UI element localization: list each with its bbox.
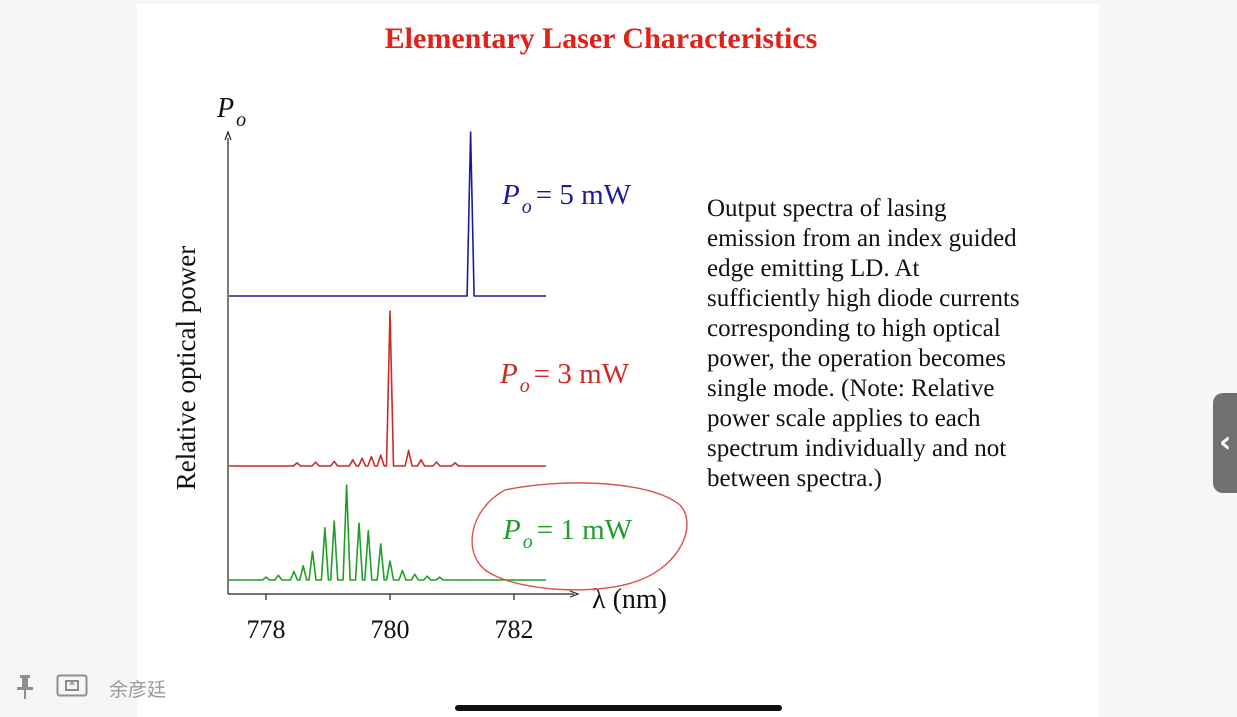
chevron-left-icon: ‹ bbox=[1219, 425, 1232, 460]
series-label-symbol: P bbox=[499, 358, 518, 390]
y-axis-symbol-subscript: o bbox=[236, 109, 246, 131]
x-axis-arrow bbox=[569, 590, 580, 598]
description-line: single mode. (Note: Relative bbox=[707, 375, 995, 402]
series-label-value: = 1 mW bbox=[537, 514, 633, 546]
description-line: spectrum individually and not bbox=[707, 435, 1007, 462]
description-line: corresponding to high optical bbox=[707, 315, 1001, 342]
series-label-symbol: P bbox=[501, 179, 520, 211]
slide-canvas bbox=[137, 4, 1099, 717]
description-line: between spectra.) bbox=[707, 465, 882, 492]
y-axis-label: Relative optical power bbox=[171, 246, 201, 490]
home-indicator[interactable] bbox=[455, 705, 782, 711]
series-label-subscript: o bbox=[520, 375, 530, 397]
x-tick-label: 780 bbox=[371, 615, 410, 644]
user-name: 余彦廷 bbox=[109, 679, 167, 701]
description-line: edge emitting LD. At bbox=[707, 255, 920, 282]
description-line: power scale applies to each bbox=[707, 405, 981, 432]
slide-title: Elementary Laser Characteristics bbox=[384, 22, 818, 55]
series-line bbox=[229, 484, 546, 581]
slide-description: Output spectra of lasing emission from an… bbox=[707, 194, 1067, 494]
annotation-circle bbox=[471, 482, 688, 591]
description-line: sufficiently high diode currents bbox=[707, 285, 1020, 312]
pin-icon[interactable] bbox=[14, 674, 36, 700]
screen-share-icon[interactable] bbox=[56, 674, 88, 698]
description-line: power, the operation becomes bbox=[707, 345, 1006, 372]
y-axis-arrow bbox=[224, 130, 232, 141]
series-label-value: = 3 mW bbox=[534, 358, 630, 390]
series-label-value: = 5 mW bbox=[536, 179, 632, 211]
x-tick-label: 782 bbox=[495, 615, 534, 644]
series-label-symbol: P bbox=[502, 514, 521, 546]
side-panel-tab[interactable]: ‹ bbox=[1213, 393, 1237, 493]
series-line bbox=[229, 131, 546, 297]
series-label-subscript: o bbox=[522, 196, 532, 218]
series-label-subscript: o bbox=[523, 531, 533, 553]
x-tick-label: 778 bbox=[247, 615, 286, 644]
y-axis-symbol-letter: P bbox=[216, 93, 234, 124]
series-line bbox=[229, 310, 546, 467]
description-line: emission from an index guided bbox=[707, 225, 1017, 252]
description-line: Output spectra of lasing bbox=[707, 195, 947, 222]
